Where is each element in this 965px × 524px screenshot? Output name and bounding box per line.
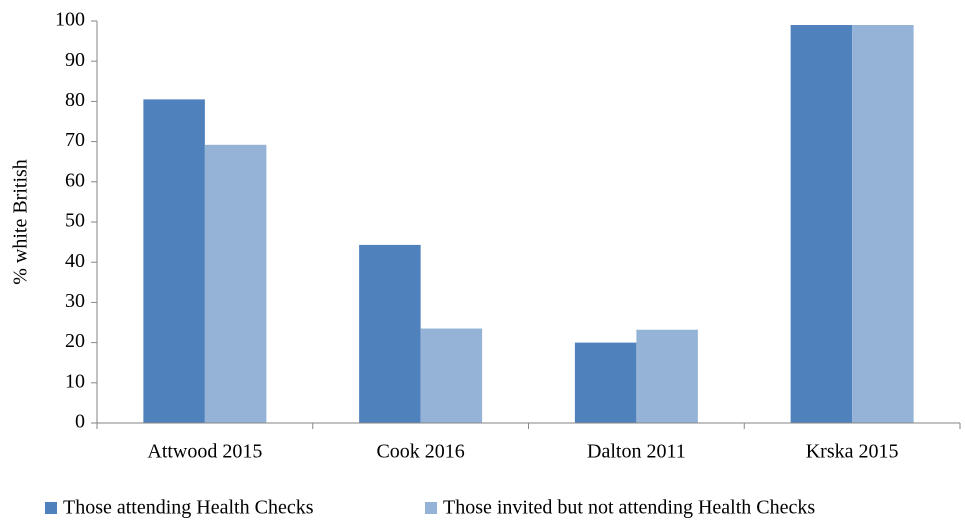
x-tick-label: Cook 2016 <box>376 441 464 463</box>
x-tick-label: Dalton 2011 <box>587 441 686 463</box>
y-tick-label: 40 <box>65 250 85 272</box>
bar <box>852 25 914 424</box>
y-tick-label: 100 <box>55 9 85 31</box>
bar <box>420 328 483 423</box>
bar <box>204 144 267 424</box>
bar <box>359 244 421 423</box>
bar <box>790 25 853 424</box>
y-tick-label: 30 <box>65 290 85 312</box>
x-tick-label: Krska 2015 <box>806 441 899 463</box>
legend-marker <box>425 502 437 514</box>
y-tick-label: 10 <box>65 370 85 392</box>
bar <box>143 99 205 423</box>
y-axis-label: % white British <box>10 159 32 285</box>
legend-label: Those attending Health Checks <box>63 497 314 519</box>
bar <box>636 329 698 423</box>
x-tick-label: Attwood 2015 <box>147 441 262 463</box>
y-tick-label: 80 <box>65 89 85 111</box>
legend-marker <box>45 502 57 514</box>
y-tick-label: 0 <box>75 411 85 433</box>
y-tick-label: 50 <box>65 210 85 232</box>
y-tick-label: 20 <box>65 330 85 352</box>
y-tick-label: 90 <box>65 49 85 71</box>
bar <box>574 342 637 423</box>
y-tick-label: 60 <box>65 169 85 191</box>
legend-label: Those invited but not attending Health C… <box>443 497 815 519</box>
y-tick-label: 70 <box>65 129 85 151</box>
